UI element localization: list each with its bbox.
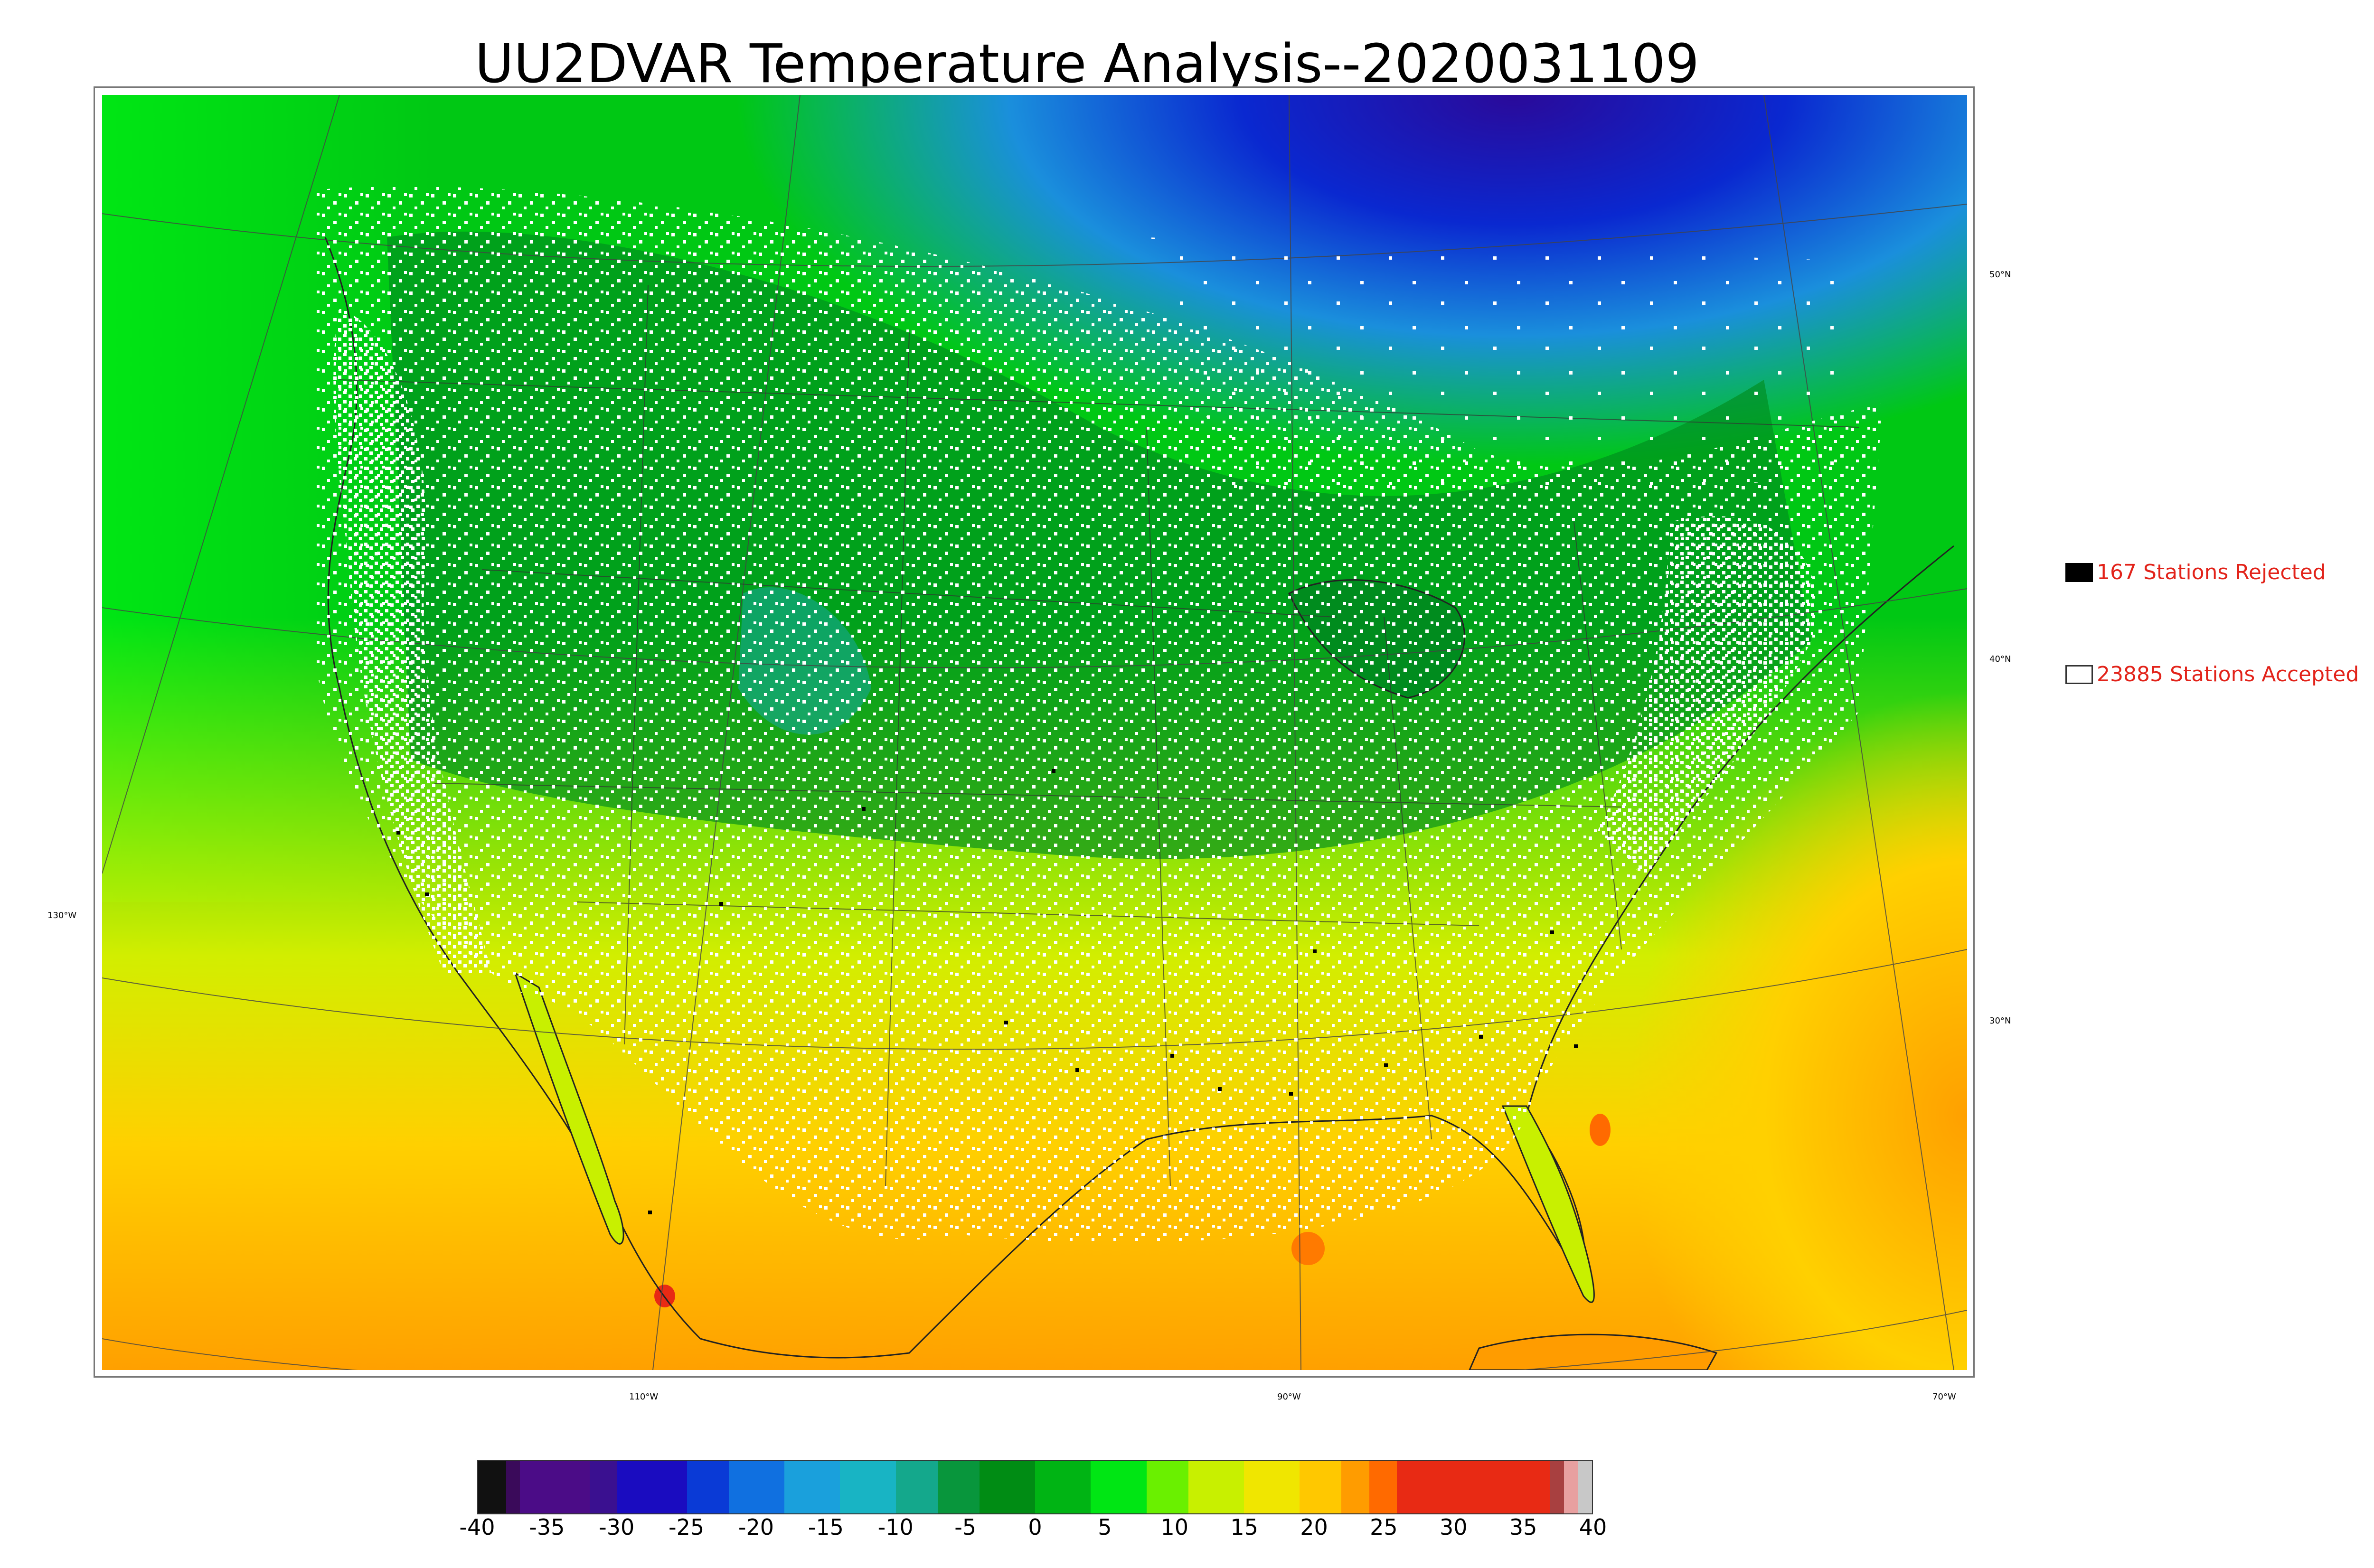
colorbar-segment: [506, 1461, 520, 1513]
colorbar-tick-label: 5: [1098, 1514, 1112, 1540]
colorbar-tick-label: 20: [1300, 1514, 1328, 1540]
colorbar: [477, 1460, 1593, 1514]
legend-swatch-accepted: [2065, 665, 2093, 684]
page-title: UU2DVAR Temperature Analysis--2020031109: [475, 33, 1699, 95]
colorbar-tick-label: 25: [1370, 1514, 1398, 1540]
longitude-line-130w: [102, 95, 340, 874]
colorbar-segment: [478, 1461, 506, 1513]
gulf-warm-spot: [1291, 1232, 1325, 1265]
legend-rejected: 167 Stations Rejected: [2065, 560, 2326, 584]
colorbar-segment: [1341, 1461, 1369, 1513]
legend-label-rejected: 167 Stations Rejected: [2097, 560, 2326, 584]
colorbar-segment: [1300, 1461, 1342, 1513]
legend-swatch-rejected: [2065, 563, 2093, 582]
legend-accepted: 23885 Stations Accepted: [2065, 662, 2359, 686]
colorbar-tick-label: 15: [1230, 1514, 1258, 1540]
colorbar-tick-label: 0: [1028, 1514, 1042, 1540]
lon-label-110w: 110°W: [629, 1392, 659, 1402]
lat-label-40n: 40°N: [1989, 654, 2011, 664]
colorbar-tick-label: -25: [669, 1514, 705, 1540]
lon-label-70w: 70°W: [1932, 1392, 1956, 1402]
station-markers-dense-west: [333, 309, 491, 973]
latitude-line-20n: [102, 1310, 1967, 1370]
colorbar-tick-label: 35: [1509, 1514, 1537, 1540]
colorbar-tick-label: -5: [954, 1514, 977, 1540]
baja-california: [514, 971, 624, 1245]
colorbar-tick-label: -35: [529, 1514, 565, 1540]
colorbar-segment: [687, 1461, 729, 1513]
cuba: [1469, 1333, 1718, 1370]
colorbar-segment: [937, 1461, 980, 1513]
florida-peninsula: [1501, 1105, 1595, 1303]
station-markers-accepted: [316, 186, 1883, 1243]
station-markers-sparse-canada: [1147, 237, 1859, 522]
colorbar-segment: [979, 1461, 1035, 1513]
temperature-map: [94, 86, 1975, 1378]
atlantic-warm-spot: [1590, 1114, 1611, 1146]
lon-label-90w: 90°W: [1277, 1392, 1301, 1402]
colorbar-segment: [728, 1461, 785, 1513]
colorbar-segment: [1578, 1461, 1592, 1513]
colorbar-segment: [784, 1461, 840, 1513]
colorbar-segment: [1550, 1461, 1564, 1513]
station-markers-rejected: [396, 769, 1578, 1214]
colorbar-tick-label: 30: [1439, 1514, 1468, 1540]
lat-label-50n: 50°N: [1989, 270, 2011, 280]
colorbar-tick-label: 10: [1160, 1514, 1189, 1540]
colorbar-segment: [519, 1461, 590, 1513]
colorbar-tick-label: -40: [459, 1514, 495, 1540]
colorbar-tick-label: -15: [808, 1514, 844, 1540]
station-markers-dense-east: [1598, 516, 1816, 878]
lon-label-130w: 130°W: [47, 911, 77, 920]
colorbar-tick-label: -10: [877, 1514, 914, 1540]
colorbar-segment: [1035, 1461, 1091, 1513]
colorbar-segment: [1564, 1461, 1578, 1513]
colorbar-segment: [1188, 1461, 1244, 1513]
colorbar-segment: [1091, 1461, 1147, 1513]
colorbar-segment: [589, 1461, 618, 1513]
colorbar-tick-label: -20: [738, 1514, 774, 1540]
colorbar-segment: [1397, 1461, 1550, 1513]
colorbar-segment: [1244, 1461, 1300, 1513]
colorbar-segment: [617, 1461, 687, 1513]
colorbar-segment: [1146, 1461, 1188, 1513]
colorbar-tick-label: -30: [599, 1514, 635, 1540]
legend-label-accepted: 23885 Stations Accepted: [2097, 662, 2359, 686]
colorbar-tick-label: 40: [1579, 1514, 1607, 1540]
map-canvas: [102, 95, 1967, 1370]
colorbar-segment: [1369, 1461, 1397, 1513]
colorbar-segment: [895, 1461, 938, 1513]
lat-label-30n: 30°N: [1989, 1016, 2011, 1026]
colorbar-segment: [840, 1461, 896, 1513]
